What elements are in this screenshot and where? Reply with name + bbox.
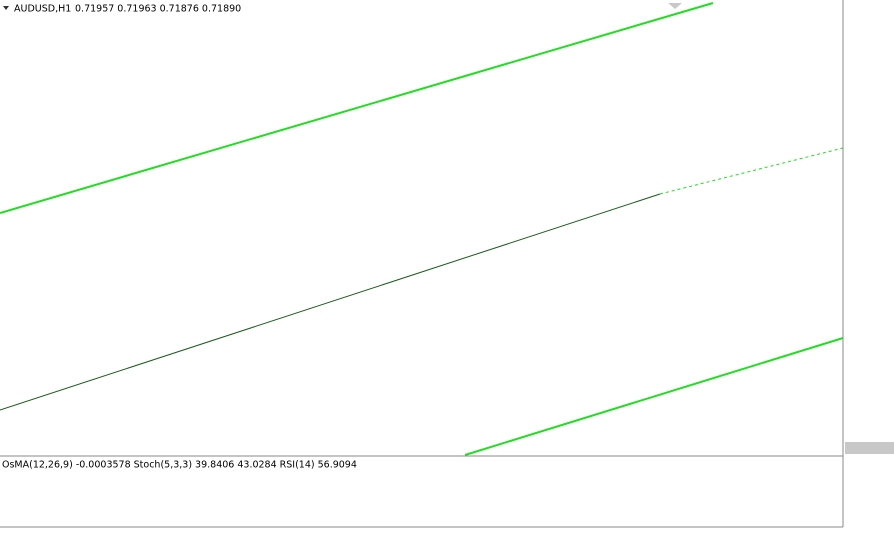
channel-lower [464, 337, 844, 456]
tick-box [845, 442, 894, 454]
labels [845, 442, 894, 454]
symbol-menu[interactable] [3, 6, 9, 10]
oscillator-label: OsMA(12,26,9) -0.0003578 Stoch(5,3,3) 39… [2, 460, 357, 471]
ohlc-label: 0.71957 0.71963 0.71876 0.71890 [75, 4, 241, 15]
chart-title: AUDUSD,H1 [14, 4, 71, 15]
trend-line [0, 193, 661, 411]
shift-marker [668, 3, 682, 9]
channel-upper [0, 2, 714, 214]
trend-line-extension [659, 147, 844, 195]
